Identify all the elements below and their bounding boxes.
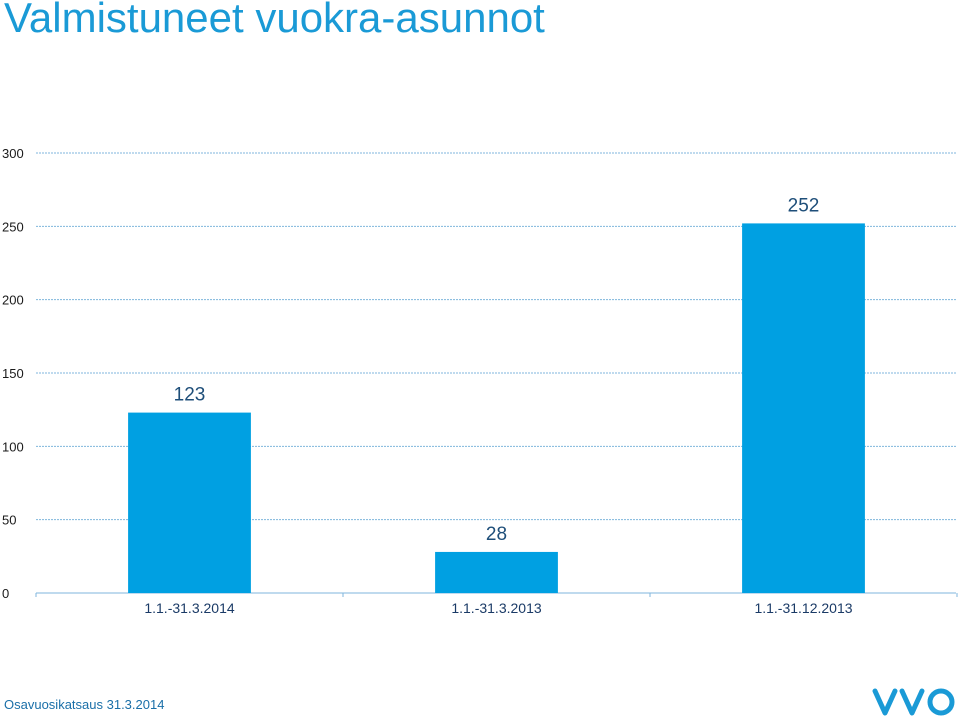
data-label: 252 bbox=[788, 195, 820, 216]
x-tick-label: 1.1.-31.12.2013 bbox=[754, 600, 852, 616]
x-tick-label: 1.1.-31.3.2014 bbox=[144, 600, 235, 616]
y-tick-label: 300 bbox=[2, 146, 24, 161]
x-tick-label: 1.1.-31.3.2013 bbox=[451, 600, 542, 616]
vvo-logo-icon bbox=[872, 686, 958, 723]
y-tick-label: 0 bbox=[2, 586, 9, 601]
y-tick-label: 250 bbox=[2, 219, 24, 234]
data-label: 28 bbox=[486, 524, 507, 545]
data-label: 123 bbox=[174, 385, 206, 406]
y-tick-label: 150 bbox=[2, 366, 24, 381]
page-title: Valmistuneet vuokra-asunnot bbox=[4, 0, 545, 41]
bar bbox=[435, 551, 558, 593]
data-labels: 123 28 252 bbox=[174, 195, 820, 545]
bar bbox=[742, 223, 865, 593]
x-axis-tick-labels: 1.1.-31.3.2014 1.1.-31.3.2013 1.1.-31.12.2… bbox=[144, 600, 852, 616]
y-tick-label: 100 bbox=[2, 439, 24, 454]
y-tick-label: 200 bbox=[2, 293, 24, 308]
y-tick-label: 50 bbox=[2, 513, 16, 528]
bars bbox=[128, 223, 865, 593]
y-axis-tick-labels: 0 50 100 150 200 250 300 bbox=[2, 146, 24, 601]
footer-text: Osavuosikatsaus 31.3.2014 bbox=[4, 697, 165, 712]
bar bbox=[128, 412, 251, 593]
